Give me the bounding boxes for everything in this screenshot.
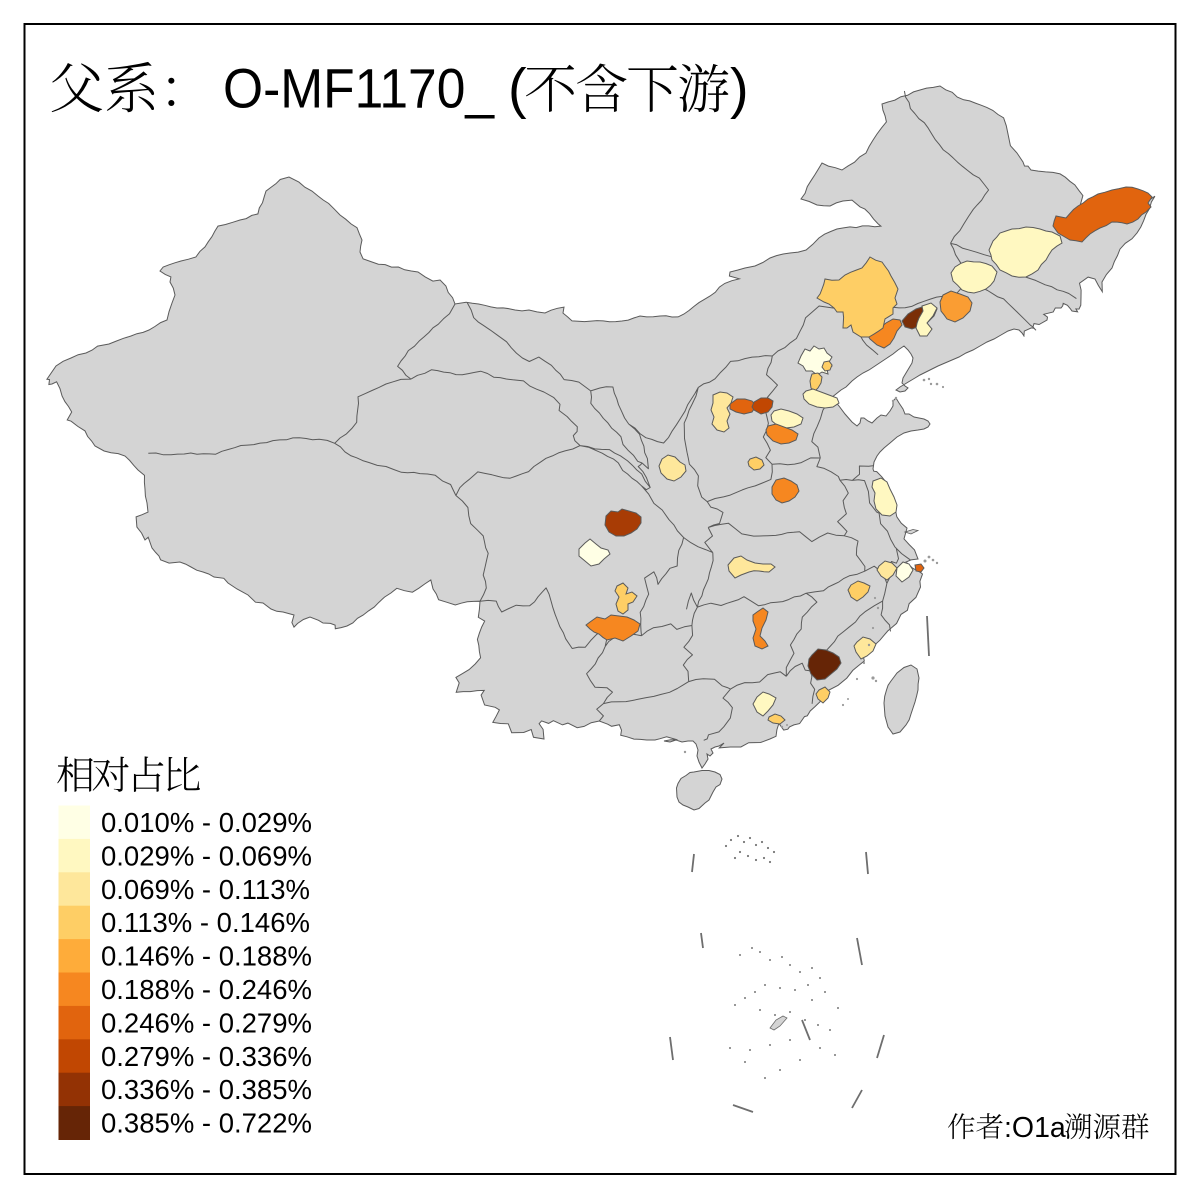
svg-text:(: ( [508,57,527,120]
svg-text:0.029% - 0.069%: 0.029% - 0.069% [101,840,312,871]
svg-text::O1a: :O1a [1004,1112,1066,1144]
svg-text:0.188% - 0.246%: 0.188% - 0.246% [101,974,312,1005]
svg-text:O-MF1170_: O-MF1170_ [223,57,495,120]
svg-text:0.246% - 0.279%: 0.246% - 0.279% [101,1007,312,1038]
svg-text:): ) [730,57,749,120]
svg-text:0.113% - 0.146%: 0.113% - 0.146% [101,907,310,938]
svg-text:0.385% - 0.722%: 0.385% - 0.722% [101,1108,312,1139]
svg-text:0.069% - 0.113%: 0.069% - 0.113% [101,874,310,905]
svg-text:0.146% - 0.188%: 0.146% - 0.188% [101,941,312,972]
svg-text:0.010% - 0.029%: 0.010% - 0.029% [101,807,312,838]
svg-text:0.279% - 0.336%: 0.279% - 0.336% [101,1041,312,1072]
svg-text:0.336% - 0.385%: 0.336% - 0.385% [101,1074,312,1105]
